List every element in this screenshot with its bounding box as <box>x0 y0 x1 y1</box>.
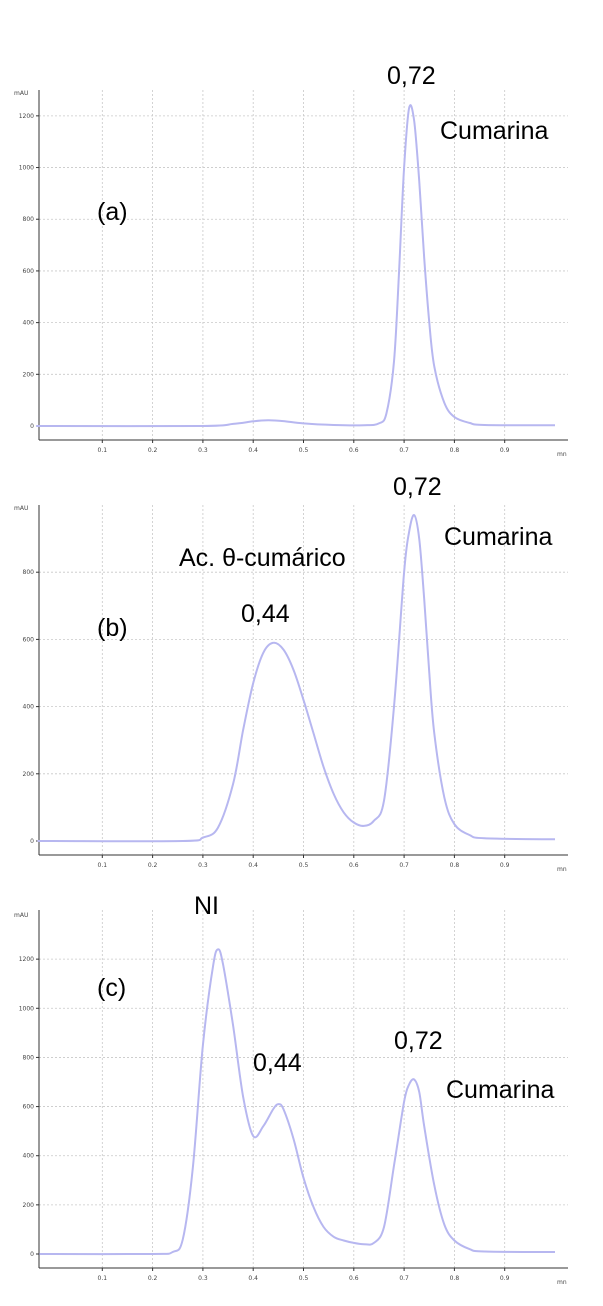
x-tick-label: 0.5 <box>299 1275 309 1282</box>
x-tick-label: 0.5 <box>299 447 309 454</box>
tick-labels: 0.1 0.2 0.3 0.4 0.5 0.6 0.7 0.8 0.9 0 200 400 600 800… <box>19 956 510 1282</box>
x-tick-label: 0.6 <box>349 1275 359 1282</box>
x-tick-label: 0.1 <box>98 1275 108 1282</box>
x-tick-label: 0.6 <box>349 862 359 869</box>
y-tick-label: 200 <box>23 371 35 378</box>
x-tick-label: 0.5 <box>299 862 309 869</box>
x-tick-label: 0.9 <box>500 1275 510 1282</box>
peak-retention-label: 0,72 <box>393 473 442 501</box>
peak-compound-label: Cumarina <box>440 117 548 145</box>
y-tick-label: 1000 <box>19 165 34 172</box>
peak-compound-label: Cumarina <box>444 523 552 551</box>
y-tick-label: 0 <box>30 423 34 430</box>
panel-label: (c) <box>97 974 126 1002</box>
y-tick-label: 400 <box>23 320 35 327</box>
x-tick-label: 0.1 <box>98 447 108 454</box>
y-axis-unit: mAU <box>14 912 28 919</box>
grid <box>39 90 568 440</box>
y-tick-label: 800 <box>23 569 35 576</box>
peak-retention-label: 0,72 <box>387 62 436 90</box>
y-tick-label: 200 <box>23 771 35 778</box>
y-tick-label: 400 <box>23 704 35 711</box>
x-tick-label: 0.4 <box>248 447 258 454</box>
x-tick-label: 0.3 <box>198 447 208 454</box>
y-axis-unit: mAU <box>14 505 28 512</box>
y-tick-label: 400 <box>23 1153 35 1160</box>
peak-retention-label: 0,44 <box>241 600 290 628</box>
tick-labels: 0.1 0.2 0.3 0.4 0.5 0.6 0.7 0.8 0.9 0 200 400 600 800 <box>23 569 510 869</box>
x-tick-label: 0.8 <box>450 1275 460 1282</box>
x-tick-label: 0.4 <box>248 862 258 869</box>
chromatogram-panel-b: 0.1 0.2 0.3 0.4 0.5 0.6 0.7 0.8 0.9 0 200 400 600 800… <box>14 473 568 873</box>
y-tick-label: 800 <box>23 216 35 223</box>
peak-retention-label: 0,44 <box>253 1049 302 1077</box>
chromatogram-trace <box>36 104 556 428</box>
x-tick-label: 0.7 <box>399 1275 409 1282</box>
peak-retention-label: 0,72 <box>394 1027 443 1055</box>
x-tick-label: 0.7 <box>399 862 409 869</box>
y-tick-label: 200 <box>23 1202 35 1209</box>
x-tick-label: 0.8 <box>450 447 460 454</box>
x-tick-label: 0.2 <box>148 862 158 869</box>
peak-compound-label: Ac. θ-cumárico <box>179 544 346 572</box>
x-tick-label: 0.3 <box>198 1275 208 1282</box>
panel-label: (b) <box>97 614 128 642</box>
y-tick-label: 1000 <box>19 1005 34 1012</box>
y-tick-label: 0 <box>30 1251 34 1258</box>
x-axis-unit: mn <box>557 1279 567 1286</box>
x-tick-label: 0.1 <box>98 862 108 869</box>
chromatogram-panel-a: 0.1 0.2 0.3 0.4 0.5 0.6 0.7 0.8 0.9 0 200 400 600 800… <box>14 62 568 458</box>
y-tick-label: 1200 <box>19 956 34 963</box>
y-tick-label: 800 <box>23 1054 35 1061</box>
y-tick-label: 0 <box>30 838 34 845</box>
x-axis-unit: mn <box>557 866 567 873</box>
panel-label: (a) <box>97 198 128 226</box>
y-tick-label: 1200 <box>19 113 34 120</box>
chromatogram-trace <box>39 948 556 1256</box>
y-tick-label: 600 <box>23 1104 35 1111</box>
chromatogram-panel-c: 0.1 0.2 0.3 0.4 0.5 0.6 0.7 0.8 0.9 0 200 400 600 800… <box>14 892 568 1286</box>
chromatogram-trace <box>37 514 556 843</box>
x-tick-label: 0.6 <box>349 447 359 454</box>
x-tick-label: 0.8 <box>450 862 460 869</box>
peak-compound-label: NI <box>194 892 219 920</box>
peak-compound-label: Cumarina <box>446 1076 554 1104</box>
x-tick-label: 0.2 <box>148 1275 158 1282</box>
y-tick-label: 600 <box>23 636 35 643</box>
x-axis-unit: mn <box>557 451 567 458</box>
grid <box>39 910 568 1268</box>
y-tick-label: 600 <box>23 268 35 275</box>
grid <box>39 505 568 855</box>
tick-labels: 0.1 0.2 0.3 0.4 0.5 0.6 0.7 0.8 0.9 0 200 400 600 800… <box>19 113 510 454</box>
x-tick-label: 0.2 <box>148 447 158 454</box>
x-tick-label: 0.9 <box>500 447 510 454</box>
x-tick-label: 0.9 <box>500 862 510 869</box>
x-tick-label: 0.7 <box>399 447 409 454</box>
x-tick-label: 0.3 <box>198 862 208 869</box>
x-tick-label: 0.4 <box>248 1275 258 1282</box>
y-axis-unit: mAU <box>14 90 28 97</box>
